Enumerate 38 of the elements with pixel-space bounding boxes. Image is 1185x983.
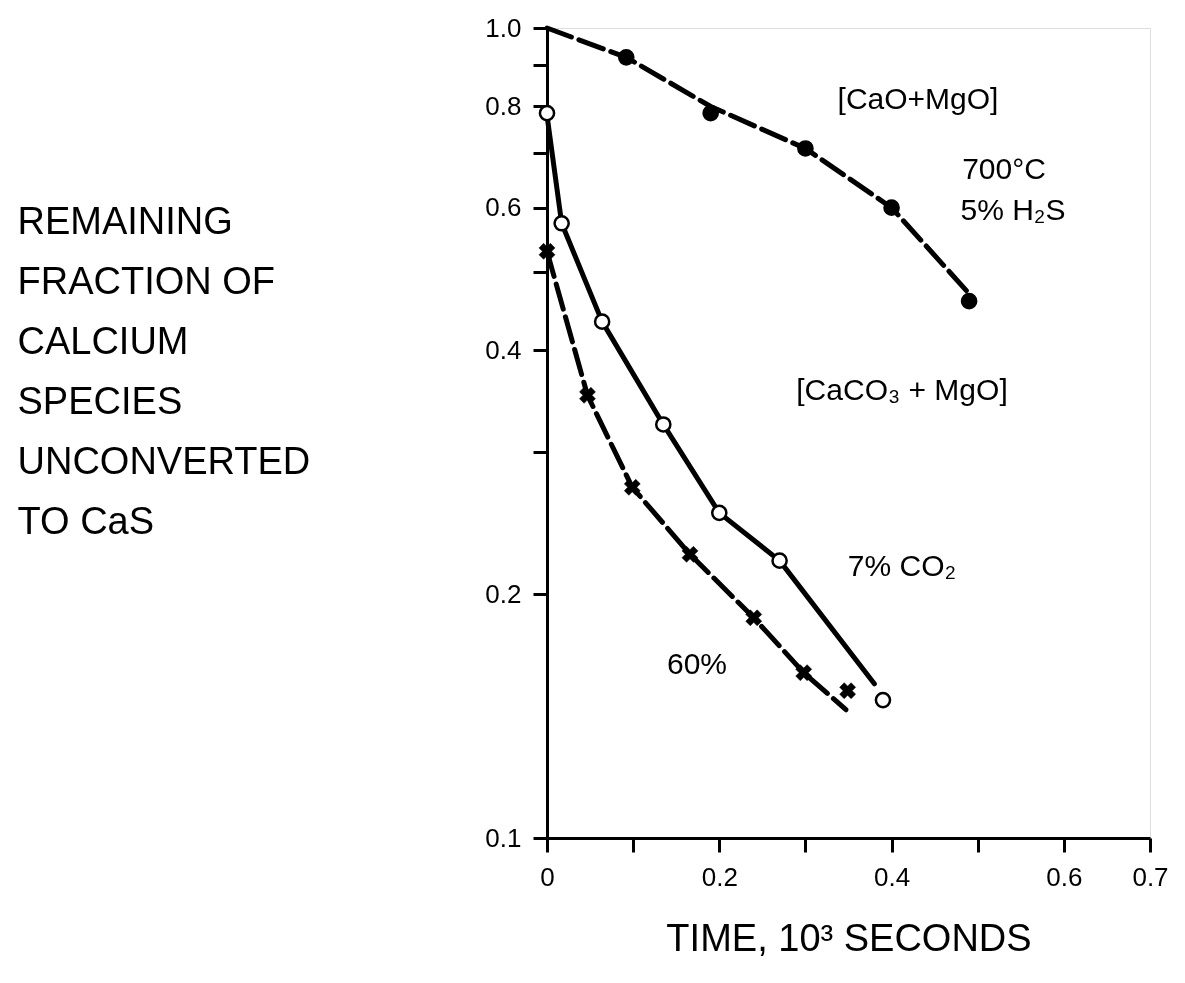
- point: [702, 104, 719, 122]
- point: [795, 664, 812, 681]
- x-axis-title: TIME, 10³ SECONDS: [666, 916, 1032, 959]
- annotation: [CaO+MgO]: [837, 82, 999, 115]
- point: [624, 479, 641, 496]
- point: [654, 416, 672, 433]
- point: [771, 552, 788, 569]
- point: [579, 387, 596, 404]
- x-tick-label: 0.2: [701, 861, 738, 892]
- annotation: 5% H₂S: [960, 193, 1066, 226]
- point: [745, 609, 762, 627]
- annotation: 700°C: [962, 152, 1046, 185]
- point: [839, 682, 856, 699]
- point: [883, 199, 900, 216]
- point: [617, 49, 635, 66]
- annotation: 60%: [666, 647, 728, 680]
- point: [681, 546, 699, 563]
- x-tick-label: 0.6: [1046, 861, 1083, 892]
- point: [710, 504, 728, 522]
- y-tick-label: 0.2: [485, 578, 522, 609]
- point: [553, 214, 570, 232]
- point: [538, 104, 556, 122]
- x-tick-label: 0: [540, 861, 555, 892]
- point: [960, 292, 978, 310]
- point: [874, 691, 892, 709]
- point: [797, 140, 814, 157]
- y-axis-title: REMAINING FRACTION OF CALCIUM SPECIES UNCONVERTED TO CaS: [17, 199, 311, 542]
- point: [593, 313, 611, 330]
- y-tick-label: 0.4: [485, 334, 522, 365]
- y-tick-label: 0.8: [485, 91, 522, 121]
- y-tick-label: 0.6: [485, 192, 522, 223]
- annotation: [CaCO₃ + MgO]: [796, 373, 1008, 406]
- y-tick-label: 0.1: [485, 822, 522, 853]
- point: [538, 243, 556, 260]
- x-tick-label: 0.4: [873, 861, 911, 892]
- y-tick-label: 1.0: [485, 12, 522, 43]
- annotation: 7% CO₂: [847, 549, 957, 582]
- x-tick-label: 0.7: [1132, 861, 1169, 892]
